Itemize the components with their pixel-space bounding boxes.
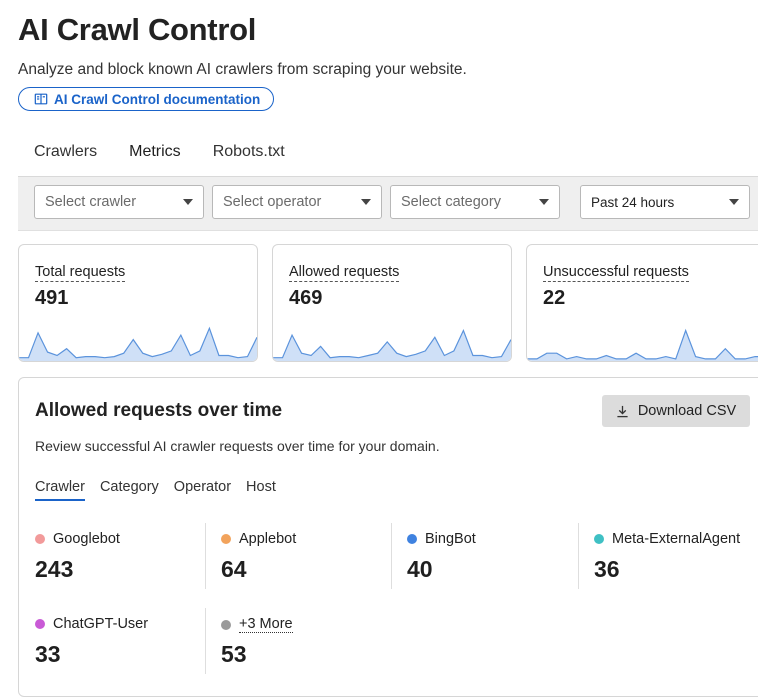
download-icon	[617, 405, 628, 417]
chart-card-description: Review successful AI crawler requests ov…	[35, 438, 440, 454]
sparkline-line	[527, 328, 758, 360]
tab-crawlers[interactable]: Crawlers	[34, 143, 98, 160]
total-requests-label[interactable]: Total requests	[35, 264, 126, 282]
more-crawlers-link[interactable]: +3 More	[239, 616, 293, 633]
subtab-category[interactable]: Category	[99, 479, 159, 495]
chevron-down-icon	[361, 199, 371, 205]
documentation-link-label: AI Crawl Control documentation	[54, 91, 261, 107]
metric-googlebot: Googlebot 243	[35, 523, 205, 589]
sparkline-area	[273, 330, 511, 361]
metric-bingbot: BingBot 40	[391, 523, 579, 589]
breakdown-tabs: Crawler Category Operator Host	[35, 479, 276, 501]
legend-dot-icon	[221, 534, 231, 544]
metric-name: Applebot	[239, 531, 297, 547]
metric-value: 64	[221, 556, 247, 582]
download-csv-label: Download CSV	[637, 403, 737, 419]
metric-value: 36	[594, 556, 620, 582]
sparkline-line	[273, 328, 511, 359]
unsuccessful-requests-label[interactable]: Unsuccessful requests	[543, 264, 689, 282]
legend-dot-icon	[594, 534, 604, 544]
metric-name: Googlebot	[53, 531, 120, 547]
crawler-select-placeholder: Select crawler	[45, 194, 137, 210]
subtab-operator[interactable]: Operator	[173, 479, 232, 495]
book-icon	[34, 93, 48, 105]
metric-more: +3 More 53	[205, 608, 392, 674]
allowed-requests-value: 469	[289, 287, 323, 309]
documentation-link[interactable]: AI Crawl Control documentation	[18, 87, 275, 111]
category-select[interactable]: Select category	[390, 185, 560, 219]
operator-select[interactable]: Select operator	[212, 185, 382, 219]
allowed-requests-label[interactable]: Allowed requests	[289, 264, 400, 282]
subtab-crawler[interactable]: Crawler	[35, 479, 85, 501]
legend-dot-icon	[35, 534, 45, 544]
metric-value: 53	[221, 641, 247, 667]
allowed-requests-sparkline	[273, 328, 511, 361]
page-subtitle: Analyze and block known AI crawlers from…	[18, 61, 467, 78]
metric-name: ChatGPT-User	[53, 616, 149, 632]
metric-value: 40	[407, 556, 433, 582]
legend-dot-icon	[35, 619, 45, 629]
crawler-select[interactable]: Select crawler	[34, 185, 204, 219]
metric-chatgpt-user: ChatGPT-User 33	[35, 608, 205, 674]
unsuccessful-requests-value: 22	[543, 287, 566, 309]
tab-metrics[interactable]: Metrics	[113, 135, 197, 178]
sparkline-area	[527, 330, 758, 361]
sparkline-line	[19, 326, 257, 359]
subtab-host[interactable]: Host	[246, 479, 276, 495]
filter-bar: Select crawler Select operator Select ca…	[18, 177, 758, 231]
metric-meta-externalagent: Meta-ExternalAgent 36	[578, 523, 758, 589]
metric-name: BingBot	[425, 531, 476, 547]
operator-select-placeholder: Select operator	[223, 194, 322, 210]
category-select-placeholder: Select category	[401, 194, 501, 210]
tab-robots-txt[interactable]: Robots.txt	[212, 143, 285, 160]
chevron-down-icon	[729, 199, 739, 205]
unsuccessful-requests-card: Unsuccessful requests 22	[526, 244, 758, 362]
metric-applebot: Applebot 64	[205, 523, 392, 589]
page-title: AI Crawl Control	[18, 12, 257, 47]
chart-card-title: Allowed requests over time	[35, 400, 283, 421]
unsuccessful-requests-sparkline	[527, 328, 758, 361]
tabs-divider	[18, 176, 758, 177]
legend-dot-icon	[221, 619, 231, 630]
sparkline-area	[19, 328, 257, 361]
total-requests-card: Total requests 491	[18, 244, 258, 362]
time-range-value: Past 24 hours	[591, 194, 675, 210]
total-requests-sparkline	[19, 326, 257, 361]
download-csv-button[interactable]: Download CSV	[602, 395, 750, 427]
allowed-requests-card: Allowed requests 469	[272, 244, 512, 362]
metric-value: 33	[35, 641, 61, 667]
allowed-requests-over-time-card: Allowed requests over time Download CSV …	[18, 377, 758, 697]
metric-value: 243	[35, 556, 74, 582]
chevron-down-icon	[539, 199, 549, 205]
main-tabs: Crawlers Metrics Robots.txt	[18, 135, 301, 178]
legend-dot-icon	[407, 534, 417, 544]
chevron-down-icon	[183, 199, 193, 205]
metric-name: Meta-ExternalAgent	[612, 531, 741, 547]
time-range-select[interactable]: Past 24 hours	[580, 185, 750, 219]
total-requests-value: 491	[35, 287, 69, 309]
